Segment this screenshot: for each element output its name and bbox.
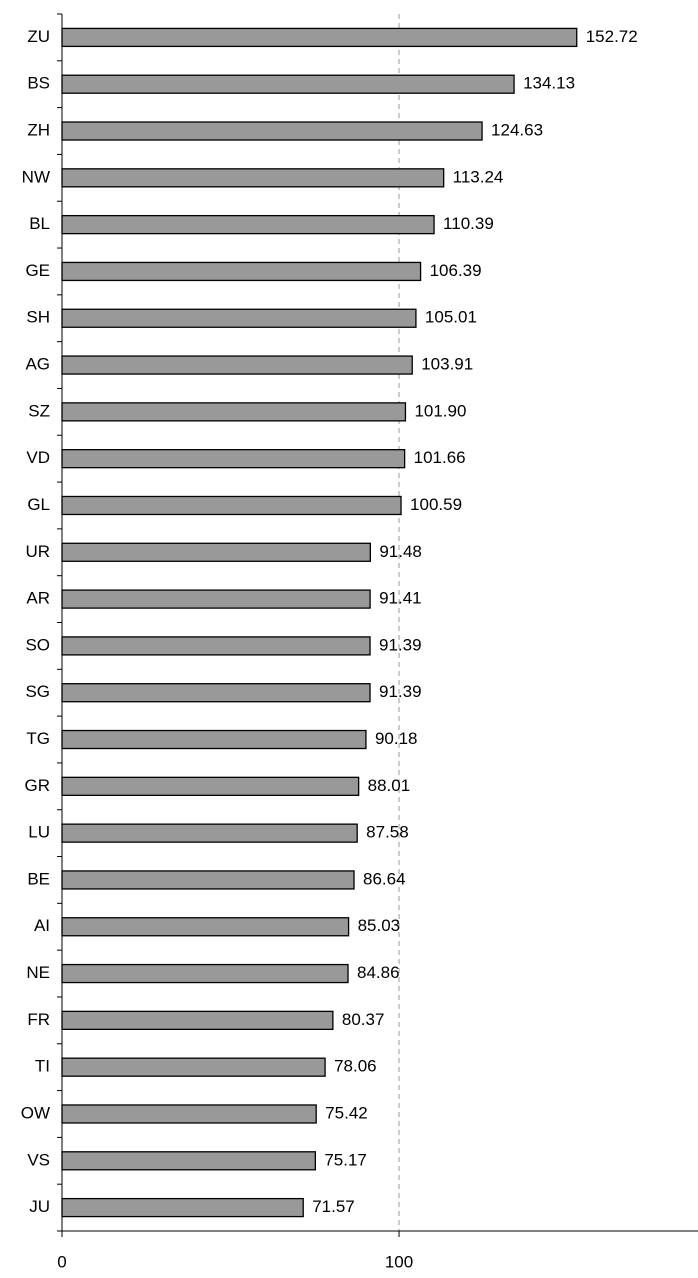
data-label: 113.24 <box>453 167 504 186</box>
bar <box>61 1010 334 1031</box>
x-tick-label: 100 <box>385 1252 413 1271</box>
data-label: 87.58 <box>366 823 409 842</box>
bar <box>61 963 349 984</box>
data-label: 91.48 <box>379 542 422 561</box>
data-label: 101.90 <box>414 401 466 420</box>
data-label: 90.18 <box>375 729 418 748</box>
bar <box>61 1151 317 1171</box>
data-label: 78.06 <box>334 1057 377 1076</box>
bar <box>61 308 417 328</box>
data-label: 71.57 <box>312 1197 355 1216</box>
bar <box>61 729 367 750</box>
bar <box>61 214 435 235</box>
data-label: 100.59 <box>410 495 462 514</box>
bar <box>61 823 358 843</box>
bar <box>61 402 407 422</box>
bar <box>61 542 371 562</box>
x-tick-label: 0 <box>57 1252 66 1271</box>
bar <box>61 1197 304 1218</box>
bar <box>61 168 445 188</box>
y-tick-label: NE <box>26 963 50 982</box>
y-tick-label: TI <box>35 1057 50 1076</box>
y-tick-label: SZ <box>28 401 50 420</box>
bar <box>61 636 371 656</box>
bar <box>61 683 371 703</box>
y-tick-label: OW <box>21 1103 50 1122</box>
data-label: 105.01 <box>425 308 477 327</box>
data-label: 103.91 <box>421 355 473 374</box>
bar <box>61 917 350 937</box>
data-label: 106.39 <box>430 261 482 280</box>
y-tick-label: ZH <box>27 121 50 140</box>
y-tick-label: GL <box>27 495 50 514</box>
data-label: 84.86 <box>357 963 400 982</box>
data-label: 124.63 <box>491 121 543 140</box>
y-tick-label: AI <box>34 916 50 935</box>
bar <box>61 121 483 141</box>
y-tick-label: TG <box>26 729 50 748</box>
y-tick-label: VD <box>26 448 50 467</box>
bar <box>61 776 360 796</box>
data-label: 110.39 <box>443 214 494 233</box>
bar <box>61 449 406 469</box>
y-tick-label: SG <box>25 682 50 701</box>
bar <box>61 74 515 94</box>
y-tick-label: GE <box>25 261 50 280</box>
data-label: 91.39 <box>379 682 422 701</box>
data-label: 134.13 <box>523 74 575 93</box>
bar <box>61 355 413 375</box>
data-label: 101.66 <box>414 448 466 467</box>
bar <box>61 1057 326 1077</box>
bar <box>61 27 578 48</box>
data-label: 85.03 <box>358 916 401 935</box>
bar <box>61 870 355 890</box>
data-label: 86.64 <box>363 869 406 888</box>
bar <box>61 261 422 282</box>
y-tick-label: VS <box>27 1150 50 1169</box>
y-tick-label: BE <box>27 869 50 888</box>
data-label: 91.39 <box>379 635 422 654</box>
y-tick-label: UR <box>25 542 50 561</box>
y-tick-label: BL <box>29 214 50 233</box>
y-tick-label: NW <box>22 167 50 186</box>
y-tick-label: SH <box>26 308 50 327</box>
bar <box>61 589 371 609</box>
data-label: 75.42 <box>325 1103 368 1122</box>
y-tick-label: GR <box>25 776 51 795</box>
data-label: 75.17 <box>324 1150 367 1169</box>
data-label: 88.01 <box>368 776 411 795</box>
y-tick-label: BS <box>27 74 50 93</box>
y-tick-label: AG <box>25 355 50 374</box>
y-tick-label: LU <box>28 823 50 842</box>
y-tick-label: JU <box>29 1197 50 1216</box>
data-label: 91.41 <box>379 589 422 608</box>
bar <box>61 495 402 516</box>
bar <box>61 1104 317 1124</box>
y-tick-label: FR <box>27 1010 50 1029</box>
y-tick-label: SO <box>25 635 50 654</box>
data-label: 152.72 <box>586 27 638 46</box>
y-tick-label: AR <box>26 589 50 608</box>
y-tick-label: ZU <box>27 27 50 46</box>
data-label: 80.37 <box>342 1010 385 1029</box>
